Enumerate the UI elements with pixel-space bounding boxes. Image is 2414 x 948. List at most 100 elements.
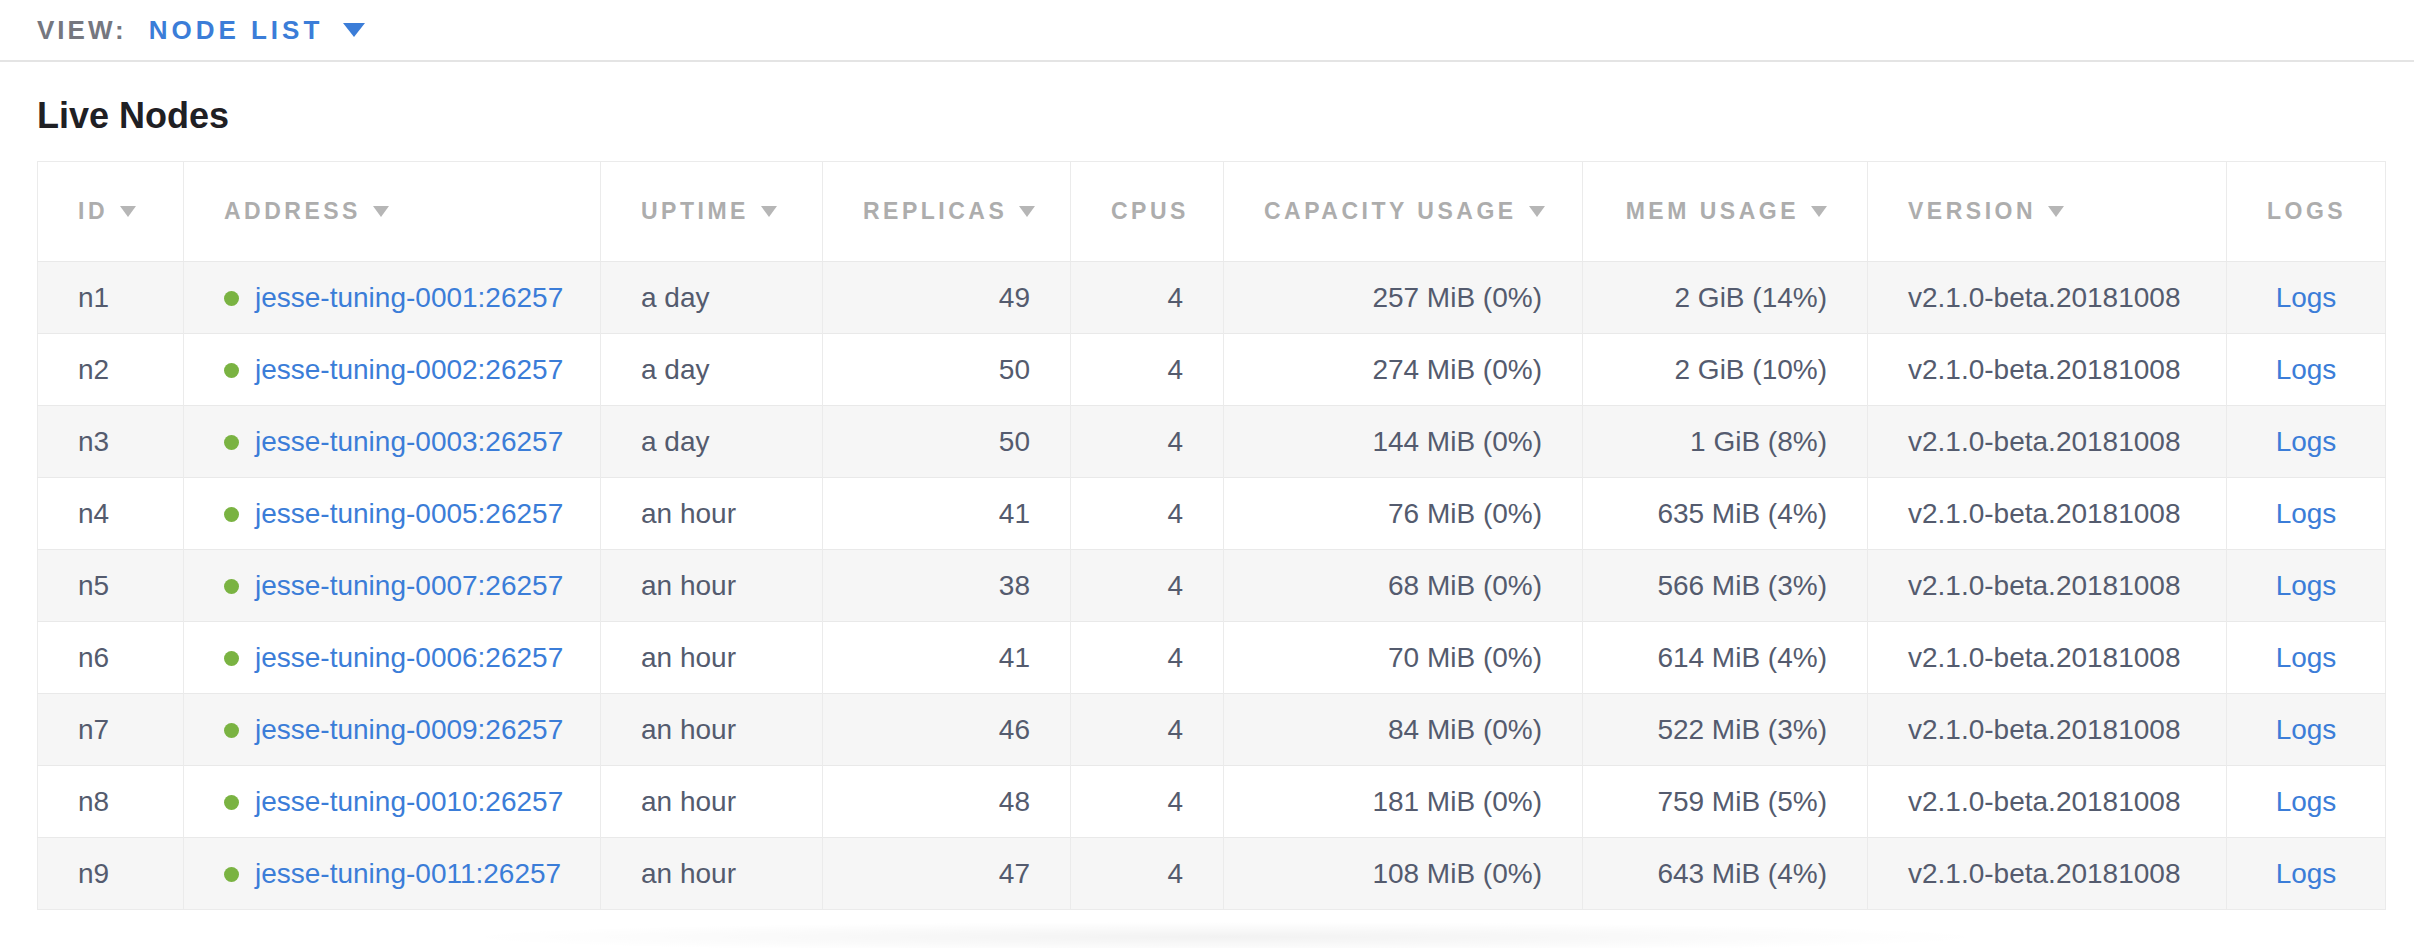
table-row: n5jesse-tuning-0007:26257an hour38468 Mi… — [38, 550, 2386, 622]
cell-address: jesse-tuning-0006:26257 — [184, 622, 601, 694]
cell-version: v2.1.0-beta.20181008 — [1868, 478, 2227, 550]
chevron-down-icon — [343, 23, 365, 37]
cell-replicas: 50 — [823, 406, 1071, 478]
cell-mem: 1 GiB (8%) — [1583, 406, 1868, 478]
cell-replicas: 46 — [823, 694, 1071, 766]
sort-desc-icon — [2048, 206, 2064, 217]
column-header-replicas[interactable]: REPLICAS — [823, 162, 1071, 262]
logs-link[interactable]: Logs — [2276, 858, 2337, 889]
node-address-link[interactable]: jesse-tuning-0011:26257 — [255, 858, 561, 889]
table-body: n1jesse-tuning-0001:26257a day494257 MiB… — [38, 262, 2386, 910]
cell-logs: Logs — [2227, 622, 2386, 694]
cell-mem: 759 MiB (5%) — [1583, 766, 1868, 838]
logs-link[interactable]: Logs — [2276, 282, 2337, 313]
cell-mem: 643 MiB (4%) — [1583, 838, 1868, 910]
column-header-label: LOGS — [2267, 198, 2346, 224]
column-header-mem[interactable]: MEM USAGE — [1583, 162, 1868, 262]
view-dropdown-selected[interactable]: NODE LIST — [149, 15, 324, 46]
cell-address: jesse-tuning-0009:26257 — [184, 694, 601, 766]
cell-capacity: 68 MiB (0%) — [1224, 550, 1583, 622]
column-header-cpus: CPUS — [1071, 162, 1224, 262]
cell-replicas: 47 — [823, 838, 1071, 910]
cell-uptime: an hour — [601, 550, 823, 622]
cell-replicas: 50 — [823, 334, 1071, 406]
cell-id: n4 — [38, 478, 184, 550]
node-address-link[interactable]: jesse-tuning-0006:26257 — [255, 642, 563, 673]
cell-uptime: an hour — [601, 838, 823, 910]
cell-replicas: 41 — [823, 622, 1071, 694]
node-live-status-icon — [224, 363, 239, 378]
table-row: n3jesse-tuning-0003:26257a day504144 MiB… — [38, 406, 2386, 478]
sort-desc-icon — [373, 206, 389, 217]
logs-link[interactable]: Logs — [2276, 642, 2337, 673]
column-header-capacity[interactable]: CAPACITY USAGE — [1224, 162, 1583, 262]
node-address-link[interactable]: jesse-tuning-0005:26257 — [255, 498, 563, 529]
column-header-label: CAPACITY USAGE — [1264, 198, 1517, 224]
cell-version: v2.1.0-beta.20181008 — [1868, 262, 2227, 334]
cell-version: v2.1.0-beta.20181008 — [1868, 550, 2227, 622]
column-header-label: MEM USAGE — [1626, 198, 1799, 224]
cell-logs: Logs — [2227, 550, 2386, 622]
node-address-link[interactable]: jesse-tuning-0010:26257 — [255, 786, 563, 817]
node-address-link[interactable]: jesse-tuning-0001:26257 — [255, 282, 563, 313]
cell-capacity: 181 MiB (0%) — [1224, 766, 1583, 838]
cell-uptime: a day — [601, 262, 823, 334]
logs-link[interactable]: Logs — [2276, 498, 2337, 529]
cell-capacity: 70 MiB (0%) — [1224, 622, 1583, 694]
cell-uptime: a day — [601, 406, 823, 478]
below-fold-shadow — [470, 922, 1980, 948]
column-header-label: UPTIME — [641, 198, 749, 224]
node-address-link[interactable]: jesse-tuning-0007:26257 — [255, 570, 563, 601]
cell-capacity: 76 MiB (0%) — [1224, 478, 1583, 550]
view-dropdown[interactable]: NODE LIST — [149, 15, 366, 46]
cell-mem: 522 MiB (3%) — [1583, 694, 1868, 766]
cell-uptime: an hour — [601, 478, 823, 550]
cell-uptime: an hour — [601, 694, 823, 766]
column-header-label: ADDRESS — [224, 198, 361, 224]
logs-link[interactable]: Logs — [2276, 354, 2337, 385]
cell-mem: 2 GiB (10%) — [1583, 334, 1868, 406]
node-address-link[interactable]: jesse-tuning-0009:26257 — [255, 714, 563, 745]
cell-mem: 635 MiB (4%) — [1583, 478, 1868, 550]
cell-address: jesse-tuning-0007:26257 — [184, 550, 601, 622]
column-header-label: CPUS — [1111, 198, 1189, 224]
cell-replicas: 49 — [823, 262, 1071, 334]
column-header-id[interactable]: ID — [38, 162, 184, 262]
column-header-version[interactable]: VERSION — [1868, 162, 2227, 262]
page-title: Live Nodes — [37, 94, 2414, 137]
cell-logs: Logs — [2227, 838, 2386, 910]
column-header-uptime[interactable]: UPTIME — [601, 162, 823, 262]
cell-version: v2.1.0-beta.20181008 — [1868, 622, 2227, 694]
cell-mem: 2 GiB (14%) — [1583, 262, 1868, 334]
cell-version: v2.1.0-beta.20181008 — [1868, 406, 2227, 478]
table-row: n1jesse-tuning-0001:26257a day494257 MiB… — [38, 262, 2386, 334]
logs-link[interactable]: Logs — [2276, 570, 2337, 601]
node-address-link[interactable]: jesse-tuning-0002:26257 — [255, 354, 563, 385]
cell-capacity: 108 MiB (0%) — [1224, 838, 1583, 910]
cell-capacity: 274 MiB (0%) — [1224, 334, 1583, 406]
cell-cpus: 4 — [1071, 406, 1224, 478]
cell-address: jesse-tuning-0005:26257 — [184, 478, 601, 550]
column-header-address[interactable]: ADDRESS — [184, 162, 601, 262]
cell-address: jesse-tuning-0010:26257 — [184, 766, 601, 838]
view-bar: VIEW: NODE LIST — [0, 0, 2414, 62]
column-header-label: VERSION — [1908, 198, 2036, 224]
cell-address: jesse-tuning-0003:26257 — [184, 406, 601, 478]
table-row: n8jesse-tuning-0010:26257an hour484181 M… — [38, 766, 2386, 838]
node-live-status-icon — [224, 291, 239, 306]
cell-id: n3 — [38, 406, 184, 478]
table-row: n4jesse-tuning-0005:26257an hour41476 Mi… — [38, 478, 2386, 550]
table-row: n7jesse-tuning-0009:26257an hour46484 Mi… — [38, 694, 2386, 766]
cell-logs: Logs — [2227, 262, 2386, 334]
node-address-link[interactable]: jesse-tuning-0003:26257 — [255, 426, 563, 457]
logs-link[interactable]: Logs — [2276, 426, 2337, 457]
logs-link[interactable]: Logs — [2276, 714, 2337, 745]
cell-logs: Logs — [2227, 766, 2386, 838]
logs-link[interactable]: Logs — [2276, 786, 2337, 817]
cell-address: jesse-tuning-0002:26257 — [184, 334, 601, 406]
table-header: ID ADDRESS UPTIME REPLICAS CPUS CAPACITY USAG… — [38, 162, 2386, 262]
cell-uptime: an hour — [601, 766, 823, 838]
table-row: n6jesse-tuning-0006:26257an hour41470 Mi… — [38, 622, 2386, 694]
cell-id: n2 — [38, 334, 184, 406]
table-row: n2jesse-tuning-0002:26257a day504274 MiB… — [38, 334, 2386, 406]
